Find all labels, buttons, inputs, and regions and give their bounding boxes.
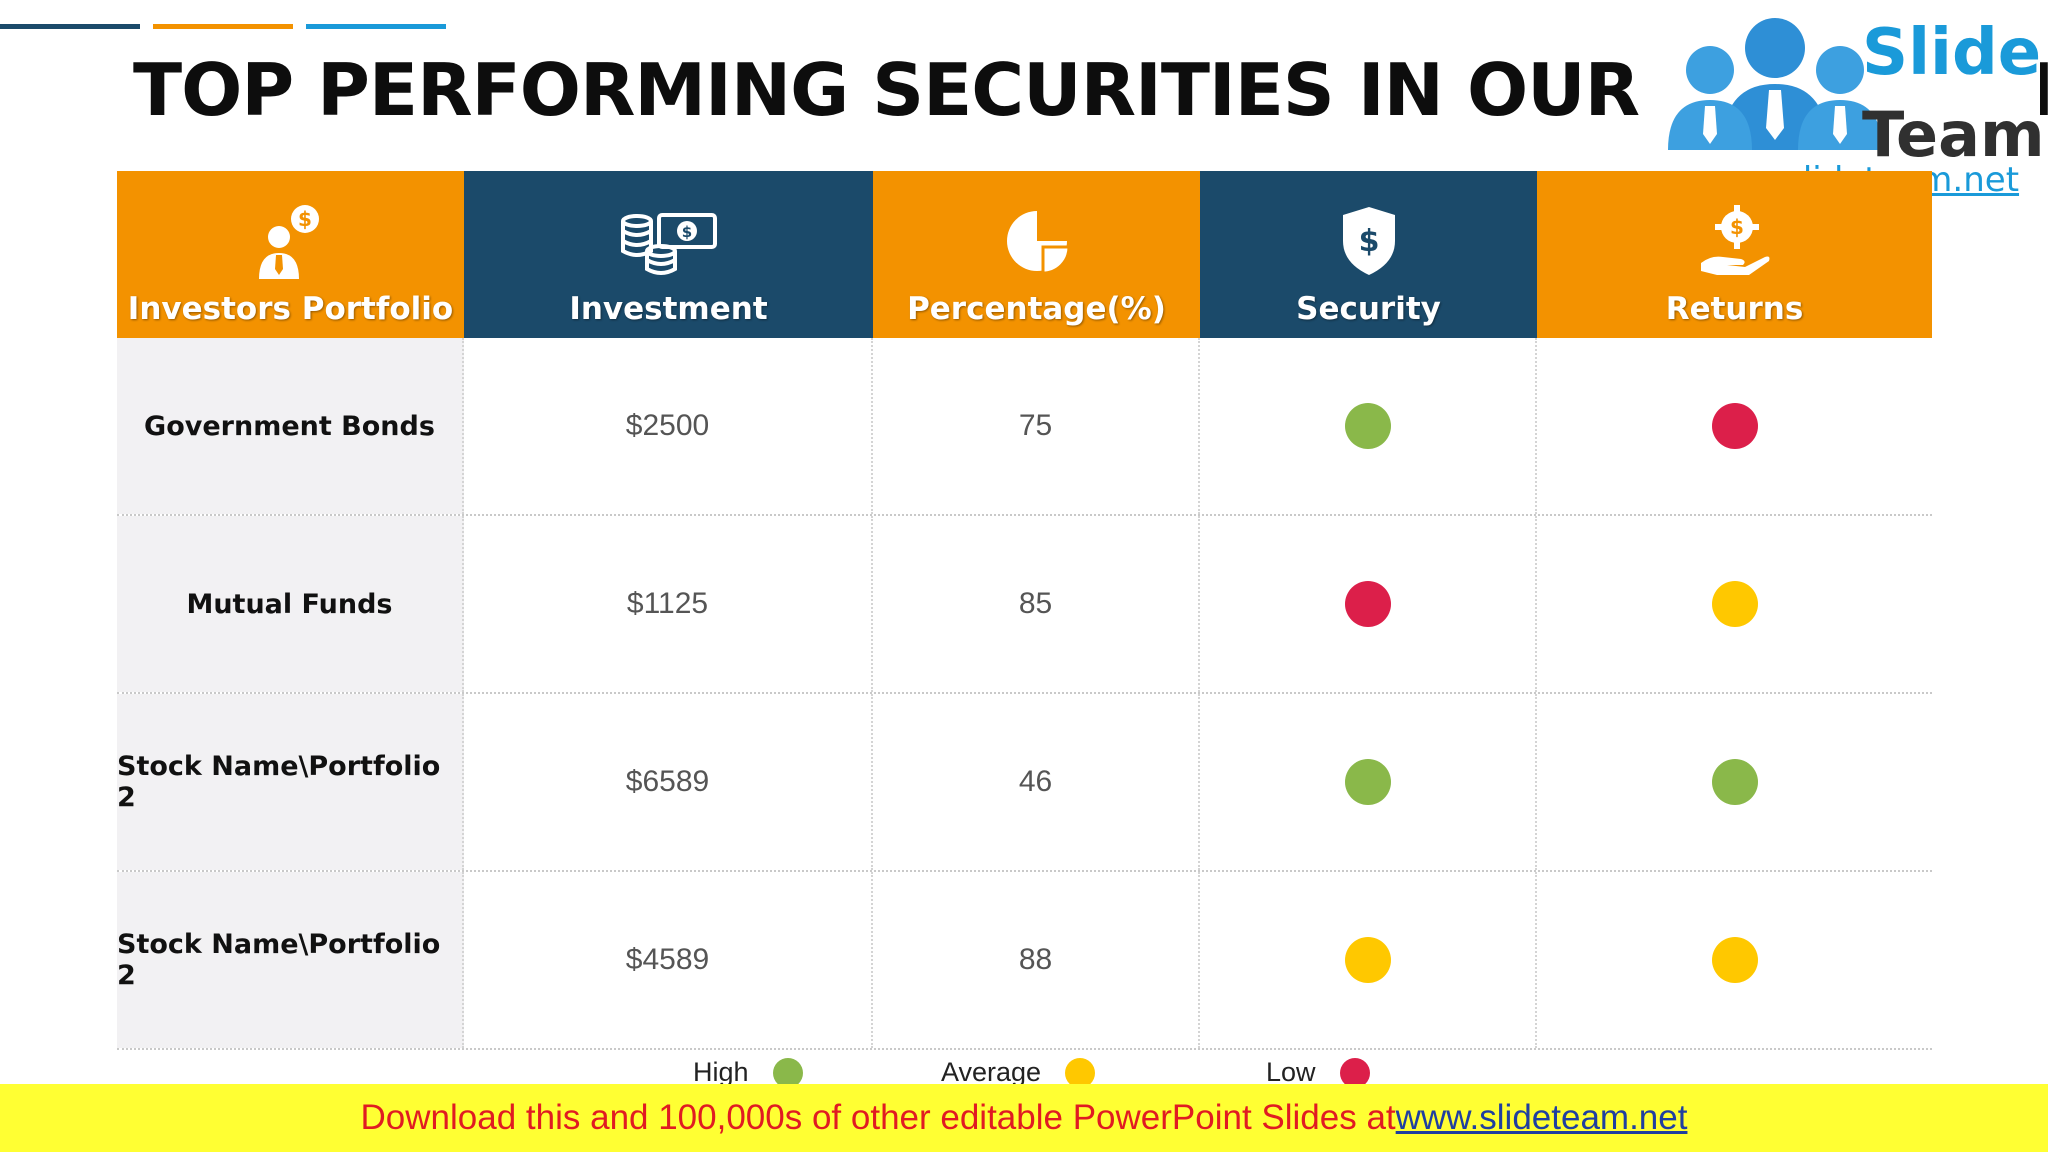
legend-label: Average — [941, 1057, 1042, 1087]
header-security: $ Security — [1200, 171, 1537, 338]
download-banner: Download this and 100,000s of other edit… — [0, 1084, 2048, 1152]
table-row: Government Bonds $2500 75 — [117, 338, 1932, 516]
accent-line-orange — [153, 24, 293, 29]
logo-brand-team: Team — [1862, 98, 2045, 171]
legend-dot-average — [1065, 1057, 1096, 1088]
security-indicator-low — [1344, 581, 1391, 627]
security-indicator-average — [1344, 937, 1391, 983]
svg-text:$: $ — [1730, 215, 1744, 239]
banner-link[interactable]: www.slideteam.net — [1395, 1098, 1688, 1137]
table-row: Mutual Funds $1125 85 — [117, 516, 1932, 694]
header-label: Investors Portfolio — [127, 291, 454, 327]
legend-label: High — [693, 1057, 749, 1087]
security-indicator-high — [1344, 759, 1391, 805]
returns-indicator-average — [1711, 937, 1758, 983]
banner-text: Download this and 100,000s of other edit… — [360, 1098, 1396, 1137]
security-indicator-high — [1344, 403, 1391, 449]
investor-dollar-icon: $ — [258, 205, 319, 279]
returns-cell — [1537, 516, 1932, 692]
logo-brand-slide: Slide — [1862, 16, 2042, 90]
header-investment: $ Investment — [464, 171, 873, 338]
legend-item-high: High — [693, 1057, 803, 1088]
legend-label: Low — [1266, 1057, 1316, 1087]
investment-value: $6589 — [464, 694, 873, 870]
people-logo-icon — [1668, 18, 1882, 150]
svg-text:$: $ — [681, 223, 691, 241]
security-cell — [1200, 872, 1537, 1048]
pie-chart-icon — [1006, 211, 1071, 275]
returns-indicator-low — [1711, 403, 1758, 449]
security-cell — [1200, 694, 1537, 870]
svg-text:$: $ — [298, 207, 312, 231]
security-cell — [1200, 516, 1537, 692]
header-label: Security — [1296, 291, 1441, 327]
table-header: $ Investors Portfolio $ Investment — [117, 171, 1932, 338]
accent-line-blue — [306, 24, 446, 29]
portfolio-name: Stock Name\Portfolio 2 — [117, 872, 464, 1048]
header-label: Returns — [1665, 291, 1804, 327]
legend-dot-high — [772, 1057, 803, 1088]
percentage-value: 85 — [873, 516, 1200, 692]
portfolio-name: Mutual Funds — [117, 516, 464, 692]
returns-indicator-average — [1711, 581, 1758, 627]
legend-item-low: Low — [1266, 1057, 1370, 1088]
investment-value: $4589 — [464, 872, 873, 1048]
returns-indicator-high — [1711, 759, 1758, 805]
percentage-value: 88 — [873, 872, 1200, 1048]
portfolio-name: Government Bonds — [117, 338, 464, 514]
returns-cell — [1537, 338, 1932, 514]
returns-cell — [1537, 694, 1932, 870]
percentage-value: 46 — [873, 694, 1200, 870]
slideteam-logo[interactable]: Slide Team www.slideteam.net — [1640, 0, 2045, 200]
legend-dot-low — [1339, 1057, 1370, 1088]
hand-dollar-gear-icon: $ — [1700, 205, 1769, 275]
investment-value: $2500 — [464, 338, 873, 514]
header-returns: $ Returns — [1537, 171, 1932, 338]
header-percentage: Percentage(%) — [873, 171, 1200, 338]
accent-line-navy — [0, 24, 140, 29]
coins-cash-icon: $ — [620, 213, 717, 275]
shield-dollar-icon: $ — [1342, 207, 1395, 275]
legend-item-average: Average — [941, 1057, 1096, 1088]
svg-text:$: $ — [1358, 224, 1379, 259]
percentage-value: 75 — [873, 338, 1200, 514]
returns-cell — [1537, 872, 1932, 1048]
table-row: Stock Name\Portfolio 2 $6589 46 — [117, 694, 1932, 872]
security-cell — [1200, 338, 1537, 514]
portfolio-name: Stock Name\Portfolio 2 — [117, 694, 464, 870]
investment-value: $1125 — [464, 516, 873, 692]
header-label: Investment — [569, 291, 768, 327]
header-investors-portfolio: $ Investors Portfolio — [117, 171, 464, 338]
securities-table: $ Investors Portfolio $ Investment — [117, 171, 1932, 1050]
header-label: Percentage(%) — [907, 291, 1166, 327]
legend: High Average Low — [0, 1057, 2048, 1088]
table-row: Stock Name\Portfolio 2 $4589 88 — [117, 872, 1932, 1050]
